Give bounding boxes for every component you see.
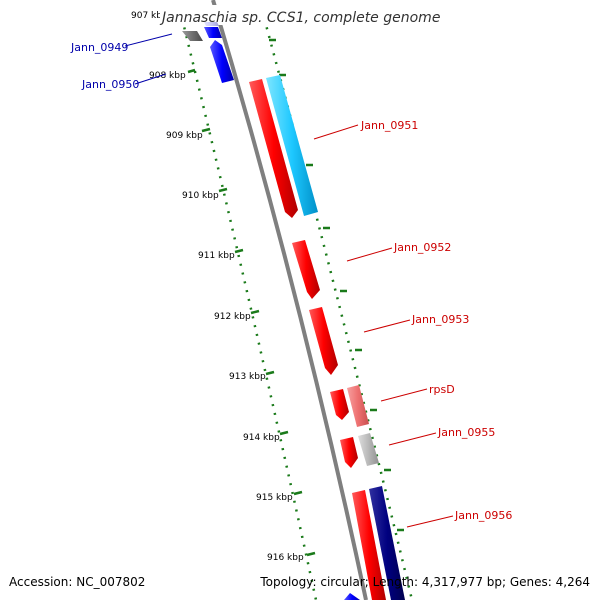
gene-label[interactable]: Jann_0949 (70, 41, 128, 54)
gene-arrow-icon[interactable] (292, 240, 320, 299)
kbp-tick-marks (183, 12, 316, 557)
gene-label[interactable]: Jann_0956 (454, 509, 512, 522)
outer-tick-marks (269, 38, 404, 532)
gene-arrow-icon[interactable] (347, 385, 369, 427)
topology-text: Topology: circular; Length: 4,317,977 bp… (260, 575, 590, 589)
gene-arrow-icon[interactable] (210, 40, 234, 83)
gene-arrow-icon[interactable] (309, 307, 338, 375)
kbp-label: 915 kbp (256, 493, 293, 503)
gene-label[interactable]: Jann_0952 (393, 241, 451, 254)
kbp-label: 912 kbp (214, 312, 251, 322)
gene-arrow-icon[interactable] (266, 75, 318, 216)
gene-arrow-icon[interactable] (204, 22, 219, 26)
gene-arrow-icon[interactable] (344, 593, 360, 600)
genome-backbone (211, 0, 368, 600)
kbp-label: 909 kbp (166, 131, 203, 141)
leader-lines (124, 33, 454, 528)
gene-arrow-icon[interactable] (249, 79, 298, 218)
gene-arrow-icon[interactable] (182, 31, 203, 41)
gene-arrow-icon[interactable] (204, 27, 222, 38)
gene-label[interactable]: rpsD (429, 383, 455, 396)
gene-arrow-icon[interactable] (340, 437, 358, 468)
gene-arrow-icon[interactable] (330, 389, 349, 420)
kbp-label: 908 kbp (149, 71, 186, 81)
gene-arrow-icon[interactable] (369, 486, 405, 600)
kbp-label: 907 kbp (131, 11, 168, 21)
outer-scale-line (260, 9, 414, 600)
gene-label[interactable]: Jann_0950 (81, 78, 139, 91)
kbp-label: 913 kbp (229, 372, 266, 382)
kbp-label: 914 kbp (243, 433, 280, 443)
gene-label[interactable]: Jann_0951 (360, 119, 418, 132)
gene-label[interactable]: Jann_0953 (411, 313, 469, 326)
kbp-label: 916 kbp (267, 553, 304, 563)
gene-arrow-icon[interactable] (352, 490, 386, 600)
map-title: Jannaschia sp. CCS1, complete genome (159, 10, 440, 26)
kbp-label: 911 kbp (198, 251, 235, 261)
gene-label[interactable]: Jann_0955 (437, 426, 495, 439)
gene-arrow-icon[interactable] (358, 433, 379, 466)
accession-text: Accession: NC_007802 (9, 575, 146, 589)
title-backdrop (160, 5, 440, 25)
kbp-label: 910 kbp (182, 191, 219, 201)
